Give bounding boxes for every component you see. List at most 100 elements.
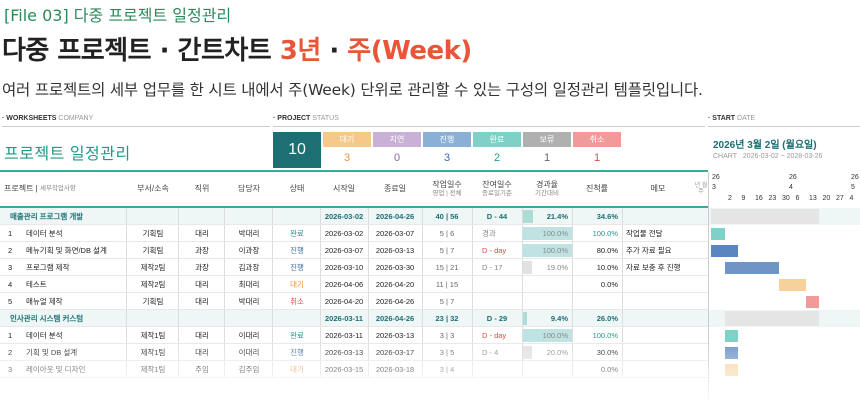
elapsed-bar	[522, 261, 532, 274]
progress-rate	[572, 293, 622, 310]
row-divider	[0, 275, 708, 276]
column-separator	[272, 293, 273, 310]
column-separator	[272, 310, 273, 327]
header-top-line	[0, 170, 708, 172]
status-badge: 완료	[290, 331, 304, 340]
task-number: 1	[8, 331, 13, 340]
column-separator	[572, 225, 573, 242]
task-row[interactable]: 5 매뉴얼 제작 기획팀 대리 박대리 취소 2026-04-20 2026-04-26 5 |…	[0, 293, 860, 310]
column-separator	[126, 242, 127, 259]
gantt-week: 23	[768, 195, 777, 202]
progress-rate: 100.0%	[592, 229, 618, 238]
task-row[interactable]: 2 메뉴기획 및 화면/DB 설계 기획팀 과장 이과장 진행 2026-03-07 2026…	[0, 242, 860, 259]
progress-rate: 34.6%	[596, 212, 618, 221]
column-separator	[422, 276, 423, 293]
column-separator	[472, 259, 473, 276]
column-separator	[422, 242, 423, 259]
col-remain: 잔여일수 종료일기준	[482, 180, 512, 197]
end-date: 2026-03-13	[375, 331, 415, 340]
section-worksheets: · WORKSHEETS COMPANY	[2, 115, 94, 122]
status-label: 진행	[423, 132, 471, 147]
workdays-business: 5	[439, 246, 444, 255]
column-separator	[178, 225, 179, 242]
gantt-month: 5	[851, 184, 855, 191]
gantt-week: 2	[728, 195, 732, 202]
owner: 김과장	[238, 263, 260, 272]
workdays: 11 | 15	[435, 280, 459, 289]
project-name: 인사관리 시스템 커스텀	[10, 314, 84, 323]
column-separator	[272, 242, 273, 259]
column-separator	[522, 225, 523, 242]
end-date: 2026-03-30	[375, 263, 415, 272]
column-separator	[272, 208, 273, 225]
position: 대리	[195, 280, 209, 289]
column-separator	[368, 327, 369, 344]
start-date: 2026-03-11	[325, 331, 363, 340]
column-separator	[622, 327, 623, 344]
elapsed-bar	[522, 244, 572, 257]
col-project: 프로젝트 | 세부작업사항	[4, 184, 76, 194]
workdays-business: 5	[439, 229, 444, 238]
column-separator	[272, 276, 273, 293]
column-separator	[572, 208, 573, 225]
gantt-task-bar	[724, 330, 738, 342]
progress-rate: 10.0%	[596, 263, 618, 272]
column-separator	[522, 208, 523, 225]
progress-rate: 100.0%	[592, 331, 618, 340]
column-separator	[572, 293, 573, 310]
column-separator	[272, 225, 273, 242]
column-separator	[320, 276, 321, 293]
column-separator	[422, 208, 423, 225]
row-divider	[0, 224, 708, 225]
column-separator	[522, 293, 523, 310]
memo	[626, 276, 706, 293]
remain-days: 경과	[482, 229, 496, 238]
column-separator	[368, 225, 369, 242]
project-group-row[interactable]: 매출관리 프로그램 개발 2026-03-02 2026-04-26 40 | 56 D…	[0, 208, 860, 225]
column-separator	[272, 327, 273, 344]
remain-days: D - 29	[486, 314, 508, 323]
end-date: 2026-04-26	[375, 314, 415, 323]
start-date-value[interactable]: 2026년 3월 2일 (월요일)	[713, 140, 817, 151]
status-badge: 취소	[290, 297, 304, 306]
column-separator	[126, 208, 127, 225]
task-row[interactable]: 4 테스트 제작2팀 대리 최대리 대기 2026-04-06 2026-04-20 11 | …	[0, 276, 860, 293]
task-number: 1	[8, 229, 13, 238]
elapsed-bar	[522, 227, 572, 240]
end-date: 2026-03-13	[375, 246, 415, 255]
workdays-business: 23	[435, 314, 444, 323]
column-separator	[178, 208, 179, 225]
status-label: 완료	[473, 132, 521, 147]
workdays: 5 | 6	[439, 229, 455, 238]
gantt-week: 9	[741, 195, 746, 202]
total-count: 10	[273, 132, 321, 168]
row-divider	[0, 258, 708, 259]
column-separator	[224, 208, 225, 225]
gantt-year: 26	[712, 174, 720, 181]
task-row[interactable]: 3 프로그램 제작 제작2팀 과장 김과장 진행 2026-03-10 2026-03-30 1…	[0, 259, 860, 276]
column-separator	[320, 208, 321, 225]
column-separator	[224, 293, 225, 310]
workdays-total: 15	[449, 280, 459, 289]
title-separator: ·	[320, 36, 348, 66]
column-separator	[272, 259, 273, 276]
elapsed-value: 100.0%	[542, 246, 568, 255]
col-start: 시작일	[332, 184, 356, 194]
column-separator	[320, 293, 321, 310]
column-separator	[622, 276, 623, 293]
task-name: 프로그램 제작	[26, 263, 70, 272]
project-group-row[interactable]: 인사관리 시스템 커스텀 2026-03-11 2026-04-26 23 | 32 D…	[0, 310, 860, 327]
column-separator	[622, 225, 623, 242]
end-date: 2026-03-07	[375, 229, 415, 238]
task-row[interactable]: 1 데이터 분석 기획팀 대리 박대리 완료 2026-03-02 2026-03-07 5 |…	[0, 225, 860, 242]
task-number: 3	[8, 263, 13, 272]
row-divider	[0, 326, 708, 327]
column-separator	[126, 310, 127, 327]
elapsed-rate: 100.0%	[522, 242, 572, 259]
remain-days: D - 44	[486, 212, 508, 221]
header-bottom-line	[0, 206, 708, 208]
elapsed-bar	[522, 329, 572, 342]
column-separator	[422, 225, 423, 242]
column-separator	[368, 310, 369, 327]
column-separator	[224, 310, 225, 327]
